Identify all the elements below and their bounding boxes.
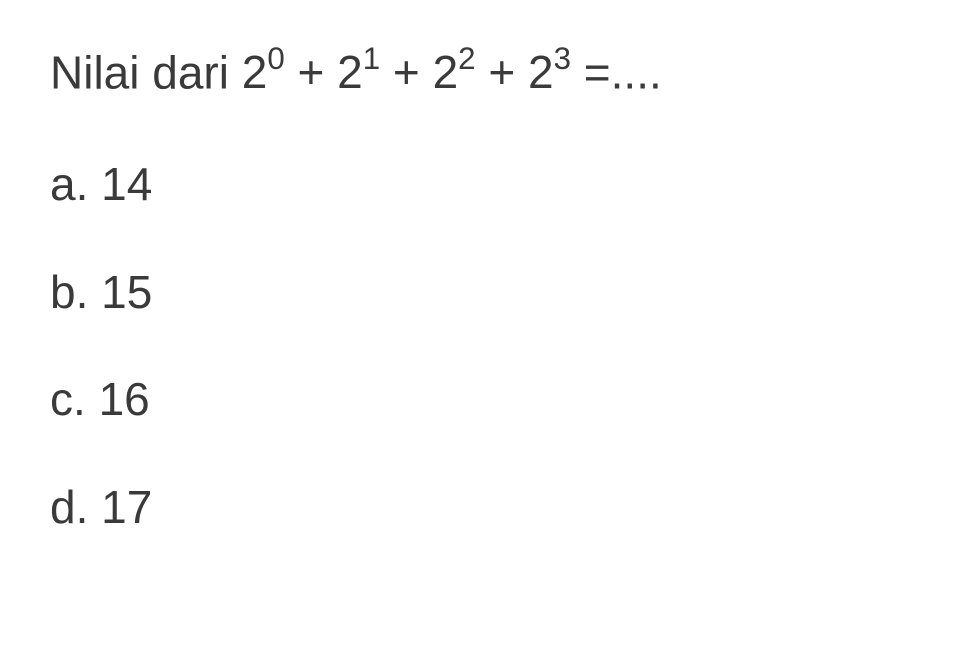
term-2-base: 2 bbox=[337, 46, 363, 98]
question-prefix: Nilai dari bbox=[50, 46, 242, 98]
option-b-value: 15 bbox=[101, 266, 152, 318]
operator-1: + bbox=[285, 46, 337, 98]
option-d-value: 17 bbox=[101, 481, 152, 533]
operator-2: + bbox=[380, 46, 432, 98]
term-3-exp: 2 bbox=[458, 41, 475, 76]
option-c: c. 16 bbox=[50, 370, 924, 430]
option-c-label: c. bbox=[50, 373, 86, 425]
option-c-value: 16 bbox=[99, 373, 150, 425]
option-b: b. 15 bbox=[50, 263, 924, 323]
operator-3: + bbox=[476, 46, 528, 98]
math-expression: 20 + 21 + 22 + 23 bbox=[242, 46, 571, 98]
option-d-label: d. bbox=[50, 481, 88, 533]
option-a: a. 14 bbox=[50, 155, 924, 215]
option-d: d. 17 bbox=[50, 478, 924, 538]
term-1-exp: 0 bbox=[267, 41, 284, 76]
question-text: Nilai dari 20 + 21 + 22 + 23 =.... bbox=[50, 40, 924, 105]
options-list: a. 14 b. 15 c. 16 d. 17 bbox=[50, 155, 924, 538]
term-1-base: 2 bbox=[242, 46, 268, 98]
option-a-label: a. bbox=[50, 158, 88, 210]
term-4-exp: 3 bbox=[554, 41, 571, 76]
term-2-exp: 1 bbox=[363, 41, 380, 76]
option-a-value: 14 bbox=[101, 158, 152, 210]
term-3-base: 2 bbox=[433, 46, 459, 98]
term-4-base: 2 bbox=[528, 46, 554, 98]
option-b-label: b. bbox=[50, 266, 88, 318]
question-suffix: =.... bbox=[571, 46, 662, 98]
